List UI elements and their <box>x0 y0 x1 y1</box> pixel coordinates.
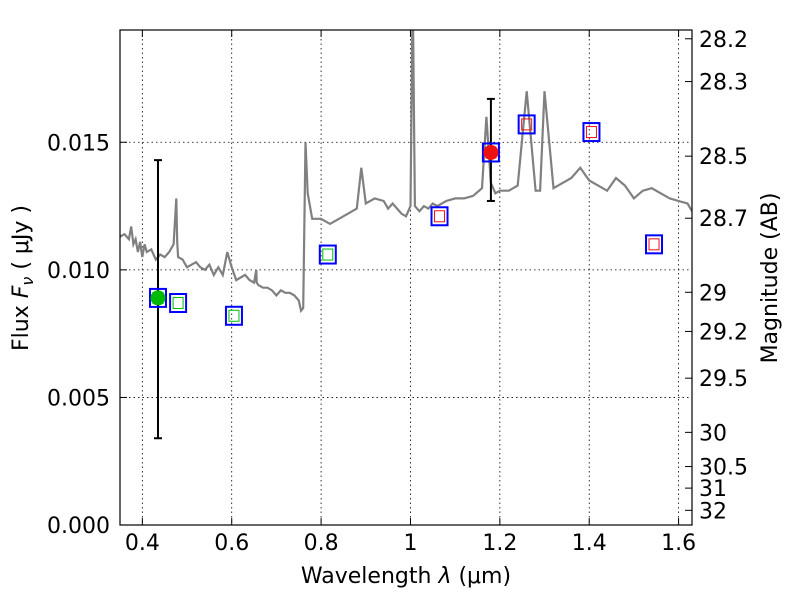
measurement-point <box>483 144 499 160</box>
magnitude-tick-label: 28.7 <box>699 207 748 232</box>
photometry-square-inner <box>648 238 660 251</box>
template-spectrum-line <box>120 30 692 314</box>
magnitude-tick-label: 28.5 <box>699 145 748 170</box>
y-tick-label: 0.000 <box>47 514 110 539</box>
x-axis-ticks: 0.4 0.6 0.8 1 1.2 1.4 1.6 <box>125 30 696 556</box>
photometry-square <box>224 305 243 326</box>
spectrum-layer <box>120 30 692 314</box>
photometry-square <box>318 244 337 265</box>
plot-background <box>120 30 692 525</box>
photometry-square-inner <box>585 126 597 139</box>
photometry-square <box>430 206 449 227</box>
photometry-square-inner <box>322 248 334 261</box>
x-axis-label: Wavelength λ (μm) <box>301 564 511 589</box>
x-tick-label: 1.4 <box>572 531 607 556</box>
plot-frame <box>119 29 693 526</box>
magnitude-tick-label: 29.2 <box>699 320 748 345</box>
x-tick-label: 0.8 <box>304 531 339 556</box>
x-tick-label: 0.4 <box>125 531 160 556</box>
x-tick-label: 1 <box>403 531 417 556</box>
magnitude-tick-label: 30 <box>699 421 727 446</box>
photometry-square <box>481 142 500 163</box>
magnitude-tick-label: 31 <box>699 477 727 502</box>
photometry-square <box>582 122 601 143</box>
photometry-square-inner <box>228 309 240 322</box>
y-tick-label: 0.005 <box>47 386 110 411</box>
magnitude-tick-label: 30.5 <box>699 456 748 481</box>
y-tick-label: 0.015 <box>47 131 110 156</box>
photometry-square <box>517 114 536 135</box>
x-tick-label: 1.2 <box>482 531 517 556</box>
measurement-point <box>150 290 166 306</box>
magnitude-tick-label: 32 <box>699 499 727 524</box>
photometry-square-inner <box>521 118 533 131</box>
photometry-square <box>148 287 167 308</box>
y-axis-ticks: 0.000 0.005 0.010 0.015 <box>47 131 127 539</box>
photometry-square <box>645 234 664 255</box>
photometry-squares <box>148 114 664 326</box>
magnitude-tick-label: 28.3 <box>699 71 748 96</box>
measurement-points <box>150 144 499 306</box>
magnitude-tick-label: 29.5 <box>699 367 748 392</box>
magnitude-tick-label: 29 <box>699 281 727 306</box>
photometry-square-inner <box>172 297 184 310</box>
x-tick-label: 0.6 <box>214 531 249 556</box>
y-tick-label: 0.010 <box>47 259 110 284</box>
magnitude-tick-label: 28.2 <box>699 28 748 53</box>
magnitude-axis-label: Magnitude (AB) <box>758 193 783 364</box>
y-axis-label: Flux Fν ( μJy ) <box>9 205 37 351</box>
photometry-square <box>169 293 188 314</box>
photometry-square-inner <box>434 210 446 223</box>
x-tick-label: 1.6 <box>661 531 696 556</box>
